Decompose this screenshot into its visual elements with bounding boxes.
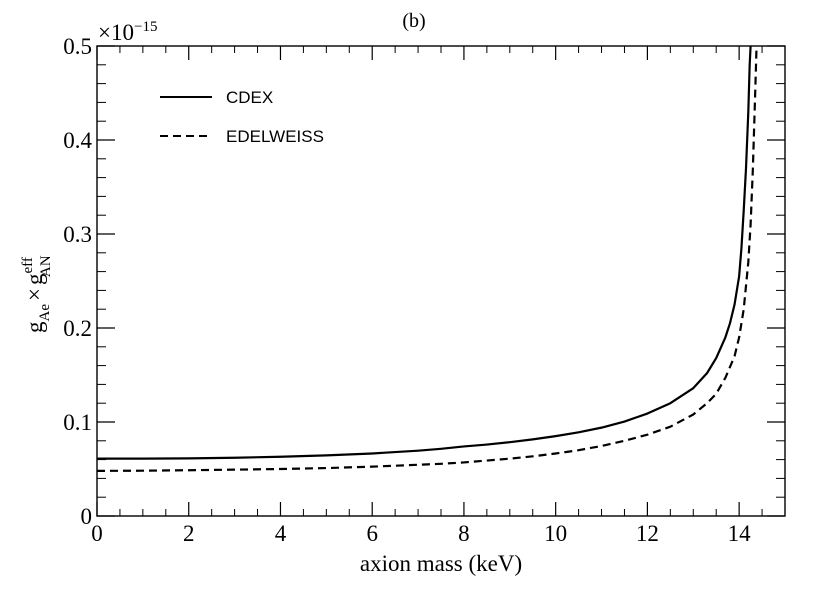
legend: CDEX EDELWEISS — [160, 88, 324, 146]
axis-ticks — [96, 45, 786, 517]
series-layer — [96, 45, 758, 472]
tick-labels: 0 2 4 6 8 10 12 14 0 0.1 0.2 0.3 0.4 0.5 — [63, 34, 751, 546]
x-tick-label: 0 — [91, 521, 103, 546]
y-tick-label: 0.5 — [63, 34, 92, 59]
y-tick-label: 0 — [81, 504, 93, 529]
legend-label-cdex: CDEX — [226, 88, 273, 107]
y-exponent-base: ×10 — [98, 20, 134, 45]
y-title-g1: g — [22, 321, 47, 333]
y-tick-label: 0.3 — [63, 222, 92, 247]
x-tick-label: 10 — [544, 521, 567, 546]
x-tick-label: 4 — [275, 521, 287, 546]
y-title-times: × — [22, 288, 47, 301]
x-tick-label: 2 — [183, 521, 195, 546]
y-exponent-power: −15 — [134, 19, 157, 35]
y-title-sub-ae: Ae — [37, 304, 53, 322]
y-title-sup-eff: eff — [20, 257, 36, 273]
x-tick-label: 12 — [636, 521, 659, 546]
legend-label-edelweiss: EDELWEISS — [226, 127, 324, 146]
y-tick-label: 0.1 — [63, 410, 92, 435]
x-axis-title: axion mass (keV) — [360, 551, 522, 576]
x-tick-label: 6 — [366, 521, 378, 546]
y-tick-label: 0.2 — [63, 316, 92, 341]
y-tick-label: 0.4 — [63, 128, 92, 153]
panel-label: (b) — [402, 10, 425, 32]
y-axis-title: gAe×geff AN — [20, 255, 54, 333]
x-tick-label: 14 — [728, 521, 752, 546]
y-exponent-label: ×10−15 — [98, 19, 157, 45]
series-line-cdex — [97, 45, 752, 460]
y-title-g2: g — [22, 273, 47, 285]
x-tick-label: 8 — [458, 521, 470, 546]
y-title-sub-an: AN — [38, 255, 54, 277]
